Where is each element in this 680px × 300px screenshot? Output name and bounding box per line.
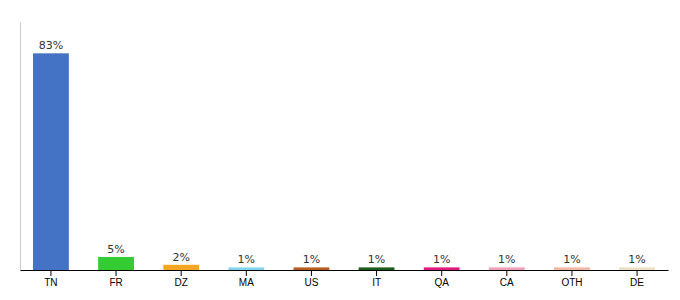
bar [489,267,525,270]
x-tick: IT [372,270,381,288]
x-tick-label: FR [109,277,122,288]
x-tick-label: QA [434,277,449,288]
x-tick-label: DZ [175,277,188,288]
data-label: 1% [498,253,515,266]
y-axis [20,23,21,271]
x-tick: OTH [561,270,582,288]
data-label: 1% [628,253,645,266]
x-tick-label: DE [630,277,644,288]
x-tick-mark [311,270,312,276]
x-tick-mark [376,270,377,276]
x-tick-label: CA [500,277,514,288]
x-tick: MA [239,270,254,288]
x-tick: QA [434,270,449,288]
data-label: 2% [172,251,189,264]
data-label: 1% [563,253,580,266]
x-tick-label: OTH [561,277,582,288]
bar [424,267,460,270]
data-label: 1% [368,253,385,266]
x-tick-mark [637,270,638,276]
bar [98,257,134,270]
x-tick: TN [44,270,57,288]
data-labels: 83% 5% 2% 1% 1% 1% 1% 1% 1% 1% [39,39,646,266]
x-tick-mark [506,270,507,276]
x-tick-mark [181,270,182,276]
data-label: 83% [39,39,63,52]
bar [554,267,590,270]
bar [294,267,330,270]
data-label: 5% [107,243,124,256]
x-tick: DE [630,270,644,288]
bar [228,267,264,270]
plot: TN FR DZ MA US IT QA CA OTH DE 83% 5% 2% 1% 1% 1% 1% 1% 1%… [21,23,669,289]
x-tick: FR [109,270,122,288]
x-tick: DZ [175,270,188,288]
bar [359,267,395,270]
data-label: 1% [238,253,255,266]
x-tick: CA [500,270,514,288]
x-tick: US [304,270,318,288]
chart: TN FR DZ MA US IT QA CA OTH DE 83% 5% 2% 1% 1% 1% 1% 1% 1%… [0,0,680,300]
x-tick-label: US [304,277,318,288]
x-tick-label: IT [372,277,381,288]
bar [163,265,199,270]
x-axis-line [21,270,669,271]
data-label: 1% [433,253,450,266]
bar [33,53,69,270]
x-tick-label: MA [239,277,254,288]
x-tick-mark [441,270,442,276]
x-tick-mark [116,270,117,276]
x-tick-mark [246,270,247,276]
x-tick-mark [571,270,572,276]
data-label: 1% [303,253,320,266]
x-tick-label: TN [44,277,57,288]
bars [33,53,655,270]
bar [619,267,655,270]
y-axis-line [20,23,21,271]
x-axis: TN FR DZ MA US IT QA CA OTH DE [21,270,669,288]
x-tick-mark [50,270,51,276]
